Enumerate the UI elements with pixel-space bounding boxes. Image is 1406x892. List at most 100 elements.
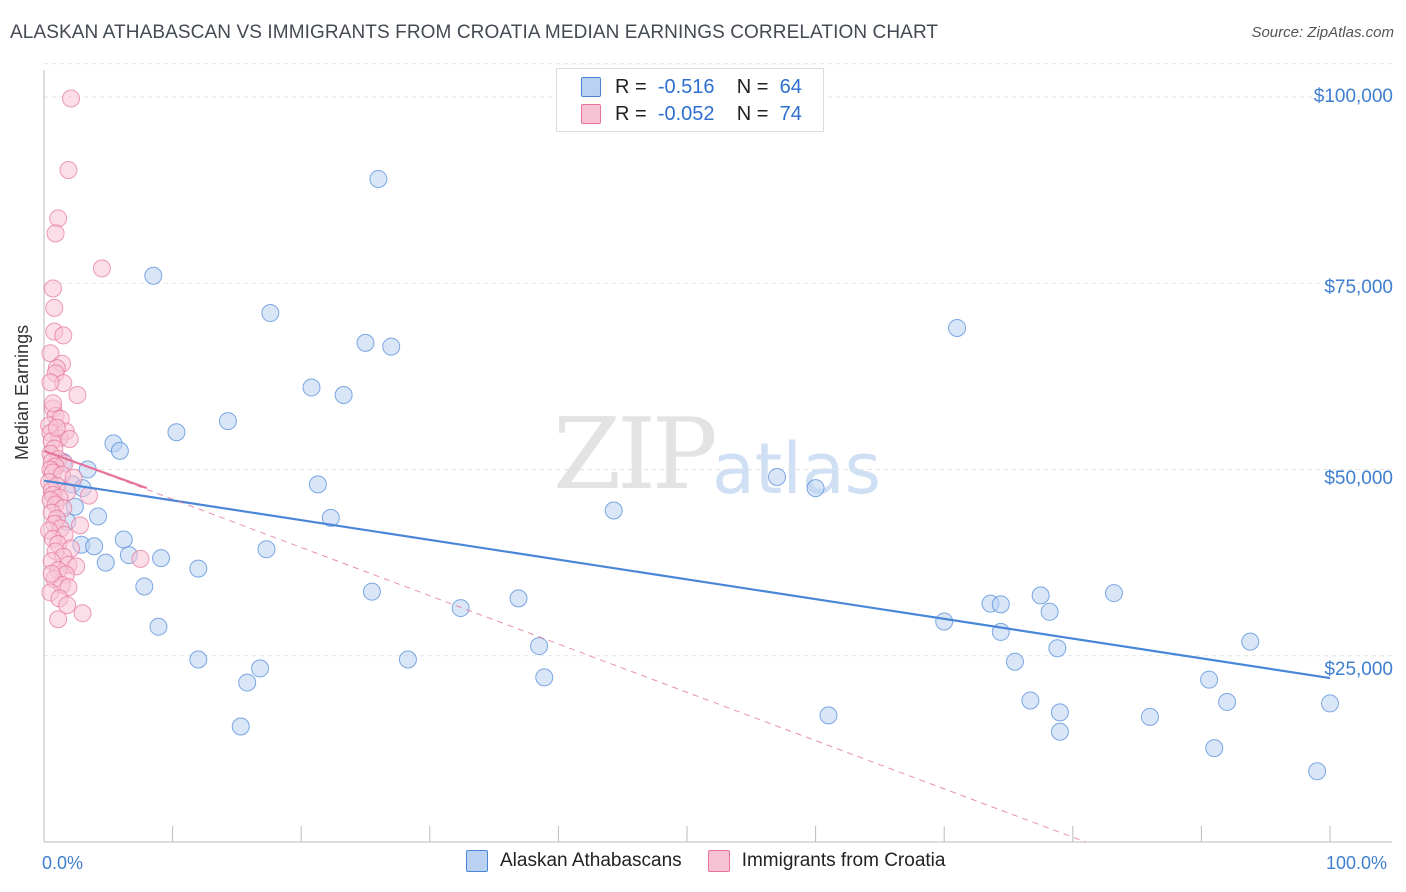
stats-legend-row-blue: R = -0.516 N = 64 xyxy=(581,75,802,99)
croatia-point xyxy=(71,516,90,535)
athabascan-point xyxy=(89,507,108,526)
legend-swatch-blue xyxy=(466,850,488,872)
athabascan-point xyxy=(1048,639,1067,658)
croatia-point xyxy=(44,279,63,298)
athabascan-point xyxy=(144,266,163,285)
gridlines xyxy=(44,63,1392,657)
athabascan-point xyxy=(96,553,115,572)
y-tick-label-100000: $100,000 xyxy=(1313,86,1393,107)
athabascan-point xyxy=(819,706,838,725)
athabascan-point xyxy=(110,441,129,460)
stats-legend: R = -0.516 N = 64 R = -0.052 N = 74 xyxy=(556,68,824,132)
legend-r-value: -0.516 xyxy=(657,75,715,98)
athabascan-point xyxy=(135,577,154,596)
athabascan-point xyxy=(535,668,554,687)
athabascan-point xyxy=(1205,739,1224,758)
athabascan-point xyxy=(768,467,787,486)
athabascan-point xyxy=(806,479,825,498)
x-tick-label-end: 100.0% xyxy=(1326,853,1388,873)
athabascan-point xyxy=(935,612,954,631)
athabascan-point xyxy=(1308,762,1327,781)
athabascan-point xyxy=(1040,602,1059,621)
athabascan-point xyxy=(308,475,327,494)
y-axis-label: Median Earnings xyxy=(12,324,32,460)
croatia-point xyxy=(60,429,79,448)
athabascan-point xyxy=(1005,652,1024,671)
athabascan-point xyxy=(991,595,1010,614)
legend-label: Immigrants from Croatia xyxy=(741,850,946,871)
croatia-point xyxy=(59,161,78,180)
athabascan-point xyxy=(362,582,381,601)
legend-label: Alaskan Athabascans xyxy=(500,850,682,871)
athabascan-point xyxy=(334,386,353,404)
athabascan-point xyxy=(1241,632,1260,651)
athabascan-point xyxy=(1321,694,1339,713)
athabascan-point xyxy=(398,650,417,669)
athabascan-point xyxy=(261,304,280,323)
croatia-point xyxy=(41,344,60,363)
legend-swatch-pink xyxy=(707,850,730,872)
athabascan-point xyxy=(356,333,375,352)
athabascan-point xyxy=(530,637,549,656)
athabascan-point xyxy=(1050,703,1069,722)
athabascan-point xyxy=(1031,586,1050,605)
series-legend: Alaskan Athabascans Immigrants from Croa… xyxy=(466,850,971,872)
athabascan-point xyxy=(167,423,186,442)
athabascan-point xyxy=(1200,670,1219,689)
legend-swatch-pink xyxy=(581,104,601,124)
legend-n-label: N = xyxy=(736,102,769,125)
data-points xyxy=(40,89,1339,781)
watermark-zip: ZIP xyxy=(553,398,718,512)
croatia-point xyxy=(45,298,64,317)
croatia-trend-extension xyxy=(43,450,1086,843)
croatia-point xyxy=(49,610,68,629)
croatia-point xyxy=(44,394,63,413)
croatia-point xyxy=(41,373,60,392)
athabascan-point xyxy=(189,559,208,578)
croatia-point xyxy=(62,89,81,108)
athabascan-point xyxy=(218,412,237,431)
chart-title: ALASKAN ATHABASCAN VS IMMIGRANTS FROM CR… xyxy=(10,22,939,43)
athabascan-point xyxy=(251,659,270,678)
croatia-point xyxy=(49,209,68,228)
legend-n-label: N = xyxy=(736,75,769,98)
athabascan-point xyxy=(231,717,250,736)
trend-lines xyxy=(43,449,1331,843)
legend-n-value: 74 xyxy=(779,102,802,125)
athabascan-point xyxy=(1218,692,1237,711)
athabascan-point xyxy=(321,508,340,527)
croatia-point xyxy=(42,564,61,583)
croatia-point xyxy=(73,604,92,623)
athabascan-point xyxy=(1021,691,1040,710)
athabascan-point xyxy=(238,673,257,692)
athabascan-point xyxy=(948,318,967,337)
croatia-point xyxy=(68,386,87,404)
athabascan-point xyxy=(189,650,208,669)
athabascan-point xyxy=(1050,722,1069,741)
athabascan-point xyxy=(149,617,168,636)
legend-swatch-blue xyxy=(581,77,601,97)
athabascan-trend-line xyxy=(43,479,1331,680)
athabascan-point xyxy=(152,549,171,568)
croatia-point xyxy=(80,486,99,505)
legend-item-immigrants-from-croatia[interactable]: Immigrants from Croatia xyxy=(707,850,946,872)
croatia-point xyxy=(58,596,77,615)
athabascan-point xyxy=(1140,707,1159,726)
stats-legend-row-pink: R = -0.052 N = 74 xyxy=(581,102,802,126)
croatia-point xyxy=(46,224,65,243)
legend-n-value: 64 xyxy=(779,75,802,98)
athabascan-point xyxy=(369,169,388,188)
athabascan-point xyxy=(85,537,104,556)
athabascan-point xyxy=(257,540,276,559)
y-tick-label-75000: $75,000 xyxy=(1324,277,1393,298)
source-note: Source: ZipAtlas.com xyxy=(1251,24,1394,41)
y-tick-label-25000: $25,000 xyxy=(1324,659,1393,680)
athabascan-point xyxy=(604,501,623,520)
croatia-point xyxy=(92,259,111,278)
legend-item-alaskan-athabascans[interactable]: Alaskan Athabascans xyxy=(466,850,682,872)
athabascan-point xyxy=(302,378,321,397)
legend-r-value: -0.052 xyxy=(657,102,715,125)
croatia-point xyxy=(47,418,66,437)
legend-r-label: R = xyxy=(615,102,647,125)
